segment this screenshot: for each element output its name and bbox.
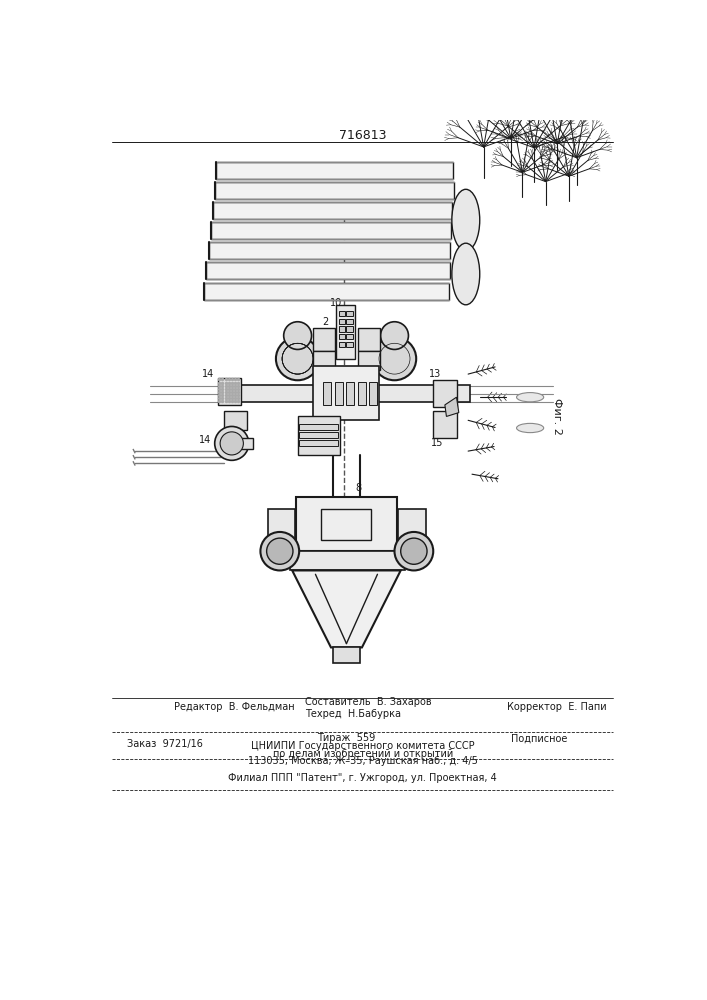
Text: Техред  Н.Бабурка: Техред Н.Бабурка [305, 709, 402, 719]
Polygon shape [211, 222, 451, 239]
Text: Филиал ППП "Патент", г. Ужгород, ул. Проектная, 4: Филиал ППП "Патент", г. Ужгород, ул. Про… [228, 773, 497, 783]
Bar [299, 424, 338, 430]
Bar [339, 326, 345, 332]
Polygon shape [445, 397, 459, 416]
Ellipse shape [452, 243, 480, 305]
Bar [220, 385, 340, 402]
Polygon shape [216, 162, 452, 179]
Bar [339, 311, 345, 316]
Text: 3: 3 [343, 392, 349, 402]
Circle shape [373, 337, 416, 380]
Bar [433, 411, 457, 438]
Text: Подписное: Подписное [510, 733, 567, 743]
Text: 8: 8 [355, 483, 361, 493]
Bar [346, 342, 353, 347]
Circle shape [260, 532, 299, 570]
Text: Фиг. 2: Фиг. 2 [552, 398, 562, 435]
Bar [346, 319, 353, 324]
Bar [299, 432, 338, 438]
Circle shape [220, 432, 243, 455]
Text: 2: 2 [322, 317, 329, 327]
Text: 10: 10 [330, 298, 342, 308]
Text: 716813: 716813 [339, 129, 387, 142]
Bar [218, 378, 241, 405]
Circle shape [395, 532, 433, 570]
Bar [323, 382, 331, 405]
Bar [357, 385, 469, 402]
Bar [224, 411, 247, 430]
Circle shape [267, 538, 293, 564]
Text: ЦНИИПИ Государственного комитета СССР: ЦНИИПИ Государственного комитета СССР [251, 741, 474, 751]
Circle shape [401, 538, 427, 564]
Bar [358, 382, 366, 405]
Bar [321, 509, 371, 540]
Polygon shape [292, 570, 401, 647]
Text: 14: 14 [199, 435, 211, 445]
Polygon shape [204, 283, 449, 300]
Ellipse shape [517, 423, 544, 433]
Polygon shape [206, 262, 450, 279]
Text: Составитель  В. Захаров: Составитель В. Захаров [305, 697, 432, 707]
Bar [290, 551, 404, 570]
Ellipse shape [452, 189, 480, 251]
Text: 113035, Москва, Ж–35, Раушская наб., д. 4/5: 113035, Москва, Ж–35, Раушская наб., д. … [247, 756, 478, 766]
Circle shape [215, 426, 249, 460]
Bar [298, 416, 340, 455]
Bar [358, 328, 380, 351]
Bar [313, 351, 335, 370]
Bar [240, 438, 253, 449]
Bar [299, 440, 338, 446]
Bar [433, 380, 457, 407]
Circle shape [380, 322, 409, 349]
Circle shape [276, 337, 320, 380]
Bar [313, 366, 379, 420]
Bar [369, 382, 377, 405]
Bar [333, 647, 361, 663]
Bar [346, 311, 353, 316]
Bar [339, 342, 345, 347]
Polygon shape [213, 202, 452, 219]
Text: 15: 15 [431, 438, 443, 448]
Text: Редактор  В. Фельдман: Редактор В. Фельдман [174, 702, 294, 712]
Text: 14: 14 [202, 369, 215, 379]
Bar [337, 305, 355, 359]
Bar [339, 334, 345, 339]
Bar [346, 382, 354, 405]
Text: 7: 7 [320, 498, 325, 508]
Bar [296, 497, 397, 551]
Bar [339, 319, 345, 324]
Bar [313, 328, 335, 351]
Polygon shape [209, 242, 450, 259]
Bar [358, 351, 380, 370]
Bar [398, 509, 426, 544]
Bar [268, 509, 296, 544]
Bar [346, 326, 353, 332]
Polygon shape [215, 182, 454, 199]
Ellipse shape [517, 393, 544, 402]
Text: Заказ  9721/16: Заказ 9721/16 [127, 739, 203, 749]
Text: Корректор  Е. Папи: Корректор Е. Папи [507, 702, 607, 712]
Bar [346, 334, 353, 339]
Circle shape [284, 322, 312, 349]
Text: 13: 13 [429, 369, 442, 379]
Bar [335, 382, 343, 405]
Text: Тираж  559: Тираж 559 [317, 733, 375, 743]
Text: по делам изобретений и открытий: по делам изобретений и открытий [273, 749, 453, 759]
